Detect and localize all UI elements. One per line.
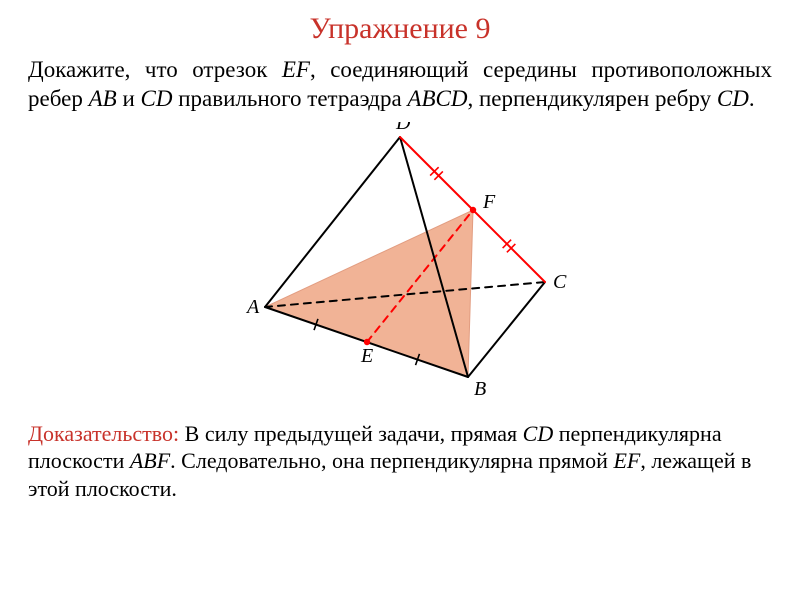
tetrahedron-figure: A B C D E F bbox=[28, 122, 772, 412]
proof-text: Доказательство: В силу предыдущей задачи… bbox=[28, 420, 772, 503]
t: правильного тетраэдра bbox=[172, 86, 407, 111]
t: AB bbox=[89, 86, 117, 111]
t: . bbox=[749, 86, 755, 111]
t: . Следовательно, она перпендикулярна пря… bbox=[170, 448, 613, 473]
t: EF bbox=[613, 448, 640, 473]
svg-text:B: B bbox=[474, 378, 486, 400]
proof-label: Доказательство: bbox=[28, 421, 185, 446]
t: CD bbox=[141, 86, 173, 111]
t: и bbox=[117, 86, 141, 111]
t: EF bbox=[282, 57, 310, 82]
t: ABF bbox=[130, 448, 170, 473]
t: , перпендикулярен ребру bbox=[467, 86, 716, 111]
t: ABCD bbox=[407, 86, 467, 111]
svg-text:F: F bbox=[482, 191, 496, 213]
svg-text:A: A bbox=[245, 296, 260, 318]
t: Докажите, что отрезок bbox=[28, 57, 282, 82]
svg-text:D: D bbox=[395, 122, 411, 134]
tetrahedron-diagram: A B C D E F bbox=[210, 122, 590, 412]
problem-statement: Докажите, что отрезок EF, соединяющий се… bbox=[28, 56, 772, 114]
t: CD bbox=[717, 86, 749, 111]
t: В силу предыдущей задачи, прямая bbox=[185, 421, 523, 446]
svg-text:C: C bbox=[553, 271, 567, 293]
exercise-title: Упражнение 9 bbox=[28, 12, 772, 46]
t: CD bbox=[523, 421, 554, 446]
svg-text:E: E bbox=[360, 345, 373, 367]
